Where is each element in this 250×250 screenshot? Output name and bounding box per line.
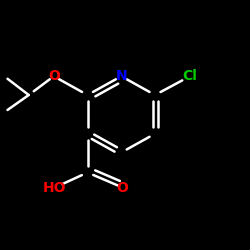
Text: N: N: [116, 69, 127, 83]
Text: O: O: [116, 180, 128, 194]
Text: O: O: [48, 69, 60, 83]
Text: HO: HO: [43, 180, 67, 194]
Text: Cl: Cl: [182, 69, 198, 83]
